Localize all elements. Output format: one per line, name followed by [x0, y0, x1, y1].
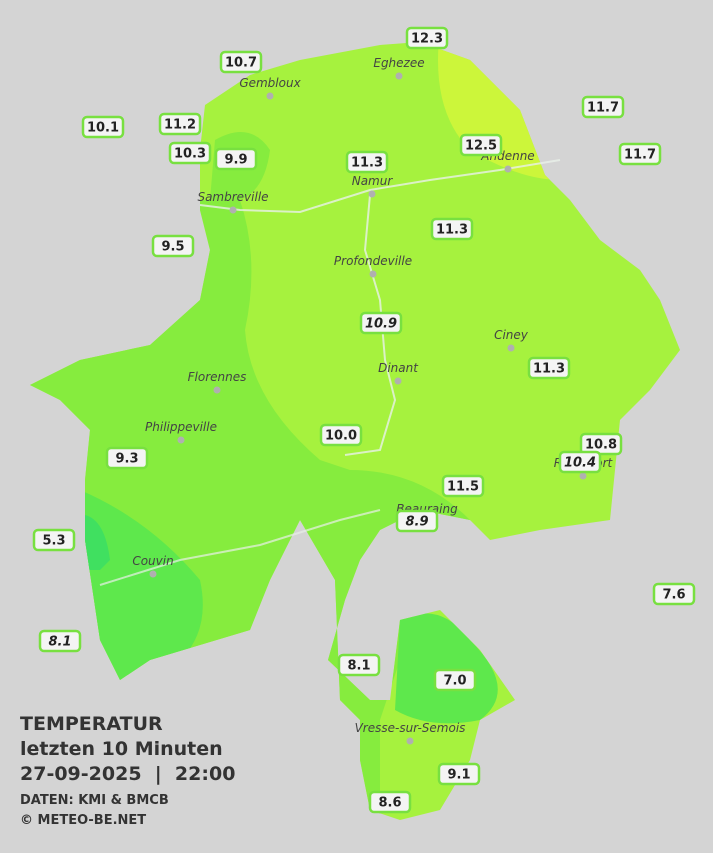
city-dot	[504, 165, 512, 173]
legend-source: DATEN: KMI & BMCB	[20, 793, 169, 808]
station-value: 11.3	[533, 362, 565, 377]
zone-7	[395, 613, 498, 724]
station-box	[319, 423, 363, 447]
river-sambre-meuse	[199, 159, 561, 214]
station-value: 9.9	[224, 153, 247, 168]
station-value: 11.3	[351, 156, 383, 171]
station-box	[38, 629, 82, 653]
station-box	[430, 217, 474, 241]
zone-5	[85, 515, 110, 570]
city-label: Philippeville	[145, 420, 217, 434]
city-dot	[369, 270, 377, 278]
city-dot	[368, 190, 376, 198]
legend-title: TEMPERATUR	[20, 713, 163, 735]
station-box	[32, 528, 76, 552]
station-box	[405, 26, 449, 50]
city-dot	[229, 206, 237, 214]
station-box	[158, 112, 202, 136]
station-box	[527, 356, 571, 380]
city-dot	[395, 72, 403, 80]
station-value: 11.2	[164, 118, 196, 133]
city-label: Couvin	[132, 554, 173, 568]
station-box	[618, 142, 662, 166]
station-box	[219, 50, 263, 74]
station-value: 7.6	[662, 588, 685, 603]
city-label: Ciney	[494, 328, 529, 342]
station-value: 11.3	[436, 223, 468, 238]
station-box	[345, 150, 389, 174]
station-box	[105, 446, 149, 470]
station-value: 12.5	[465, 139, 497, 154]
city-dot	[406, 737, 414, 745]
river-meuse	[344, 194, 397, 456]
station-box	[81, 115, 125, 139]
city-label: Vresse-sur-Semois	[355, 721, 466, 735]
station-box	[433, 668, 477, 692]
city-label: Sambreville	[197, 190, 268, 204]
station-box	[151, 234, 195, 258]
station-value: 10.8	[585, 438, 617, 453]
station-value: 7.0	[443, 674, 466, 689]
city-dot	[394, 377, 402, 385]
station-value: 8.9	[405, 515, 428, 530]
city-label: Eghezee	[373, 56, 424, 70]
city-dot	[149, 570, 157, 578]
city-dot	[177, 436, 185, 444]
city-label: Profondeville	[334, 254, 412, 268]
legend-copyright: © METEO-BE.NET	[20, 813, 146, 828]
station-box	[214, 147, 258, 171]
station-value: 10.3	[174, 147, 206, 162]
station-box	[437, 762, 481, 786]
station-value: 11.7	[587, 101, 619, 116]
station-value: 5.3	[42, 534, 65, 549]
city-dot	[213, 386, 221, 394]
station-value: 9.1	[447, 768, 470, 783]
station-value: 10.4	[564, 456, 596, 471]
station-value: 12.3	[411, 32, 443, 47]
station-value: 11.5	[447, 480, 479, 495]
station-value: 10.1	[87, 121, 119, 136]
station-box	[368, 790, 412, 814]
station-box	[459, 133, 503, 157]
city-label: Namur	[352, 174, 394, 188]
city-dot	[579, 472, 587, 480]
station-box	[581, 95, 625, 119]
station-value: 9.5	[161, 240, 184, 255]
station-value: 10.0	[325, 429, 357, 444]
station-value: 8.1	[48, 635, 71, 650]
city-label: Gembloux	[239, 76, 301, 90]
river-viroin	[99, 509, 381, 586]
legend-subtitle: letzten 10 Minuten	[20, 738, 223, 760]
station-value: 9.3	[115, 452, 138, 467]
station-box	[168, 141, 212, 165]
city-dot	[507, 344, 515, 352]
station-value: 10.9	[365, 317, 397, 332]
station-box	[395, 509, 439, 533]
city-label: Florennes	[188, 370, 247, 384]
station-value: 8.6	[378, 796, 401, 811]
city-label: Dinant	[378, 361, 419, 375]
station-value: 10.7	[225, 56, 257, 71]
station-box	[359, 311, 403, 335]
city-dot	[266, 92, 274, 100]
station-box	[337, 653, 381, 677]
station-box	[558, 450, 602, 474]
station-box	[652, 582, 696, 606]
station-box	[579, 432, 623, 456]
station-box	[441, 474, 485, 498]
station-value: 11.7	[624, 148, 656, 163]
legend-datetime: 27-09-2025 | 22:00	[20, 763, 235, 785]
station-value: 8.1	[347, 659, 370, 674]
